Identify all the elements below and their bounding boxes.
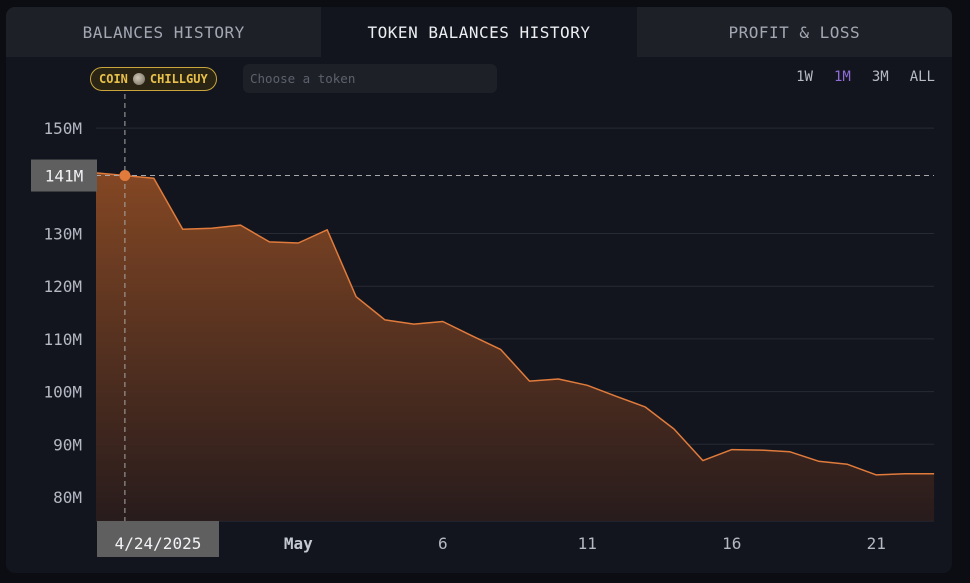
- data-point[interactable]: [641, 403, 649, 411]
- token-coin-icon: [132, 73, 145, 85]
- data-point[interactable]: [497, 345, 505, 353]
- time-range-selector: 1W 1M 3M ALL: [796, 69, 935, 85]
- data-point[interactable]: [728, 446, 736, 454]
- tab-bar: BALANCES HISTORY TOKEN BALANCES HISTORY …: [6, 7, 952, 57]
- crosshair-value-label: 141M: [45, 167, 84, 186]
- data-point[interactable]: [901, 470, 909, 478]
- y-tick-label: 110M: [43, 330, 82, 349]
- data-point[interactable]: [670, 425, 678, 433]
- y-tick-label: 120M: [43, 277, 82, 296]
- data-point[interactable]: [323, 226, 331, 234]
- y-tick-label: 130M: [43, 225, 82, 244]
- data-point[interactable]: [352, 293, 360, 301]
- crosshair-point: [119, 170, 131, 182]
- data-point[interactable]: [815, 457, 823, 465]
- tab-balances-history[interactable]: BALANCES HISTORY: [6, 7, 322, 57]
- data-point[interactable]: [872, 471, 880, 479]
- range-1w[interactable]: 1W: [796, 69, 813, 85]
- data-point[interactable]: [410, 320, 418, 328]
- token-badge[interactable]: COIN CHILLGUY: [90, 67, 217, 91]
- series-line: [95, 172, 935, 476]
- x-tick-label: 21: [867, 534, 886, 553]
- data-point[interactable]: [612, 392, 620, 400]
- range-3m[interactable]: 3M: [871, 69, 889, 85]
- crosshair-value-tag: [31, 159, 97, 192]
- data-point[interactable]: [757, 446, 765, 454]
- y-tick-label: 150M: [43, 119, 82, 138]
- range-1m[interactable]: 1M: [833, 69, 851, 85]
- token-symbol: CHILLGUY: [149, 72, 208, 86]
- crosshair-date-tag: [97, 521, 219, 557]
- token-type-label: COIN: [99, 72, 128, 86]
- data-point[interactable]: [179, 225, 187, 233]
- data-point[interactable]: [381, 316, 389, 324]
- data-point[interactable]: [930, 470, 938, 478]
- data-point[interactable]: [843, 460, 851, 468]
- x-tick-label: 16: [722, 534, 741, 553]
- range-all[interactable]: ALL: [909, 69, 935, 85]
- data-point[interactable]: [786, 448, 794, 456]
- y-tick-label: 100M: [43, 383, 82, 402]
- y-tick-label: 90M: [53, 435, 82, 454]
- data-point[interactable]: [265, 238, 273, 246]
- data-point[interactable]: [468, 332, 476, 340]
- data-point[interactable]: [583, 381, 591, 389]
- x-tick-label: 6: [438, 534, 448, 553]
- data-point[interactable]: [237, 221, 245, 229]
- token-balances-panel: BALANCES HISTORY TOKEN BALANCES HISTORY …: [6, 7, 952, 573]
- x-tick-label: May: [284, 534, 313, 553]
- data-point[interactable]: [294, 239, 302, 247]
- y-tick-label: 80M: [53, 488, 82, 507]
- balance-area-chart[interactable]: 141M 4/24/2025 80M 90M 100M 110M 120M 130M 150M…: [6, 7, 952, 573]
- data-point[interactable]: [526, 377, 534, 385]
- token-search-input[interactable]: [243, 64, 497, 93]
- data-point[interactable]: [208, 224, 216, 232]
- data-point[interactable]: [699, 457, 707, 465]
- data-point[interactable]: [554, 375, 562, 383]
- data-point[interactable]: [439, 318, 447, 326]
- crosshair-date-label: 4/24/2025: [115, 534, 202, 553]
- tab-token-balances-history[interactable]: TOKEN BALANCES HISTORY: [321, 7, 637, 57]
- x-tick-label: 11: [578, 534, 597, 553]
- series-area: [96, 172, 935, 521]
- tab-profit-loss[interactable]: PROFIT & LOSS: [636, 7, 952, 57]
